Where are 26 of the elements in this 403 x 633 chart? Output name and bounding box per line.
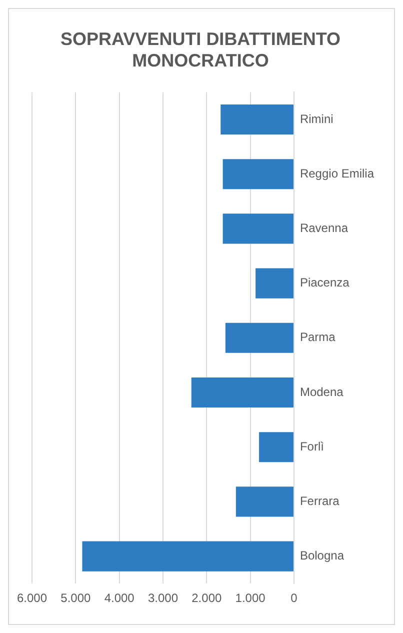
y-tick-label: Ravenna (300, 221, 348, 236)
y-tick-label: Parma (300, 330, 336, 344)
chart-title: SOPRAVVENUTI DIBATTIMENTO MONOCRATICO (60, 28, 341, 70)
bar (222, 214, 294, 244)
x-tick-label: 0 (290, 591, 298, 606)
x-tick-label: 4.000 (104, 591, 135, 606)
bar (256, 268, 294, 298)
y-tick-label: Piacenza (300, 276, 350, 290)
y-tick-label: Bologna (300, 548, 344, 563)
bar (220, 104, 294, 135)
bar (191, 377, 294, 408)
x-tick-label: 6.000 (17, 591, 48, 606)
x-tick-label: 5.000 (60, 591, 92, 606)
bar (225, 322, 294, 353)
bar (222, 159, 294, 190)
y-tick-label: Reggio Emilia (300, 166, 374, 180)
y-tick-label: Modena (300, 384, 344, 399)
x-tick-label: 3.000 (148, 591, 178, 606)
x-tick-label: 1.000 (235, 591, 266, 606)
y-tick-label: Forlì (300, 439, 324, 454)
x-tick-label: 2.000 (192, 591, 222, 606)
bar (82, 541, 294, 572)
bar (259, 432, 294, 462)
bar (236, 486, 294, 517)
y-tick-label: Rimini (300, 112, 334, 126)
y-tick-label: Ferrara (300, 494, 340, 508)
